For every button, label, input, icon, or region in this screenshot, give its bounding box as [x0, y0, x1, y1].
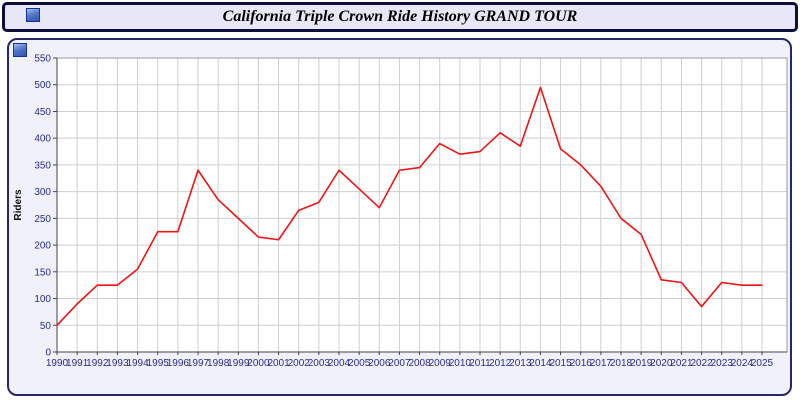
x-tick-label: 2007 [388, 358, 411, 369]
x-tick-label: 2025 [751, 358, 774, 369]
x-tick-label: 2006 [368, 358, 391, 369]
x-tick-label: 2003 [308, 358, 331, 369]
y-tick-label: 300 [34, 187, 51, 198]
x-tick-label: 1990 [46, 358, 69, 369]
y-tick-label: 150 [34, 267, 51, 278]
x-tick-label: 1996 [167, 358, 190, 369]
y-tick-label: 350 [34, 160, 51, 171]
chart-title: California Triple Crown Ride History GRA… [222, 8, 578, 25]
x-tick-label: 2009 [429, 358, 452, 369]
x-tick-label: 1992 [86, 358, 109, 369]
y-tick-label: 50 [40, 321, 52, 332]
x-tick-label: 2001 [267, 358, 290, 369]
x-tick-label: 1997 [187, 358, 210, 369]
x-tick-label: 2010 [449, 358, 472, 369]
y-tick-label: 550 [34, 54, 51, 65]
x-tick-label: 1994 [126, 358, 149, 369]
x-tick-label: 2019 [630, 358, 653, 369]
x-tick-label: 2016 [570, 358, 593, 369]
y-axis-label: Riders [13, 189, 24, 221]
x-tick-label: 1998 [207, 358, 230, 369]
x-tick-label: 2020 [650, 358, 673, 369]
x-tick-label: 2013 [509, 358, 532, 369]
x-tick-label: 1993 [106, 358, 129, 369]
y-tick-label: 100 [34, 294, 51, 305]
x-tick-label: 2018 [610, 358, 633, 369]
x-tick-label: 2002 [288, 358, 311, 369]
x-tick-label: 2000 [247, 358, 270, 369]
x-tick-label: 1995 [147, 358, 170, 369]
x-tick-label: 2021 [670, 358, 693, 369]
plot-area [57, 58, 787, 352]
y-tick-label: 450 [34, 107, 51, 118]
y-tick-label: 250 [34, 214, 51, 225]
x-tick-label: 2011 [469, 358, 491, 369]
x-tick-label: 1999 [227, 358, 250, 369]
x-tick-label: 2005 [348, 358, 371, 369]
x-tick-label: 2023 [711, 358, 734, 369]
x-tick-label: 2014 [529, 358, 552, 369]
x-tick-label: 1991 [66, 358, 89, 369]
x-tick-label: 2004 [328, 358, 351, 369]
blue-square-icon-titlebar[interactable] [26, 8, 40, 22]
x-tick-label: 2022 [690, 358, 713, 369]
y-tick-label: 500 [34, 80, 51, 91]
x-tick-label: 2024 [731, 358, 754, 369]
y-tick-label: 0 [45, 348, 51, 359]
y-tick-label: 400 [34, 134, 51, 145]
x-tick-label: 2012 [489, 358, 512, 369]
x-tick-label: 2008 [408, 358, 431, 369]
x-tick-label: 2015 [549, 358, 572, 369]
chart-panel: 0 50 100 150 200 250 300 350 400 450 500 550 1990 199… [7, 38, 792, 396]
line-chart: 0501001502002503003504004505005501990199… [13, 54, 788, 369]
riders-line [56, 86, 763, 327]
blue-square-icon-panel[interactable] [13, 43, 27, 57]
y-tick-label: 200 [34, 241, 51, 252]
title-bar: California Triple Crown Ride History GRA… [2, 2, 798, 32]
x-tick-label: 2017 [590, 358, 613, 369]
